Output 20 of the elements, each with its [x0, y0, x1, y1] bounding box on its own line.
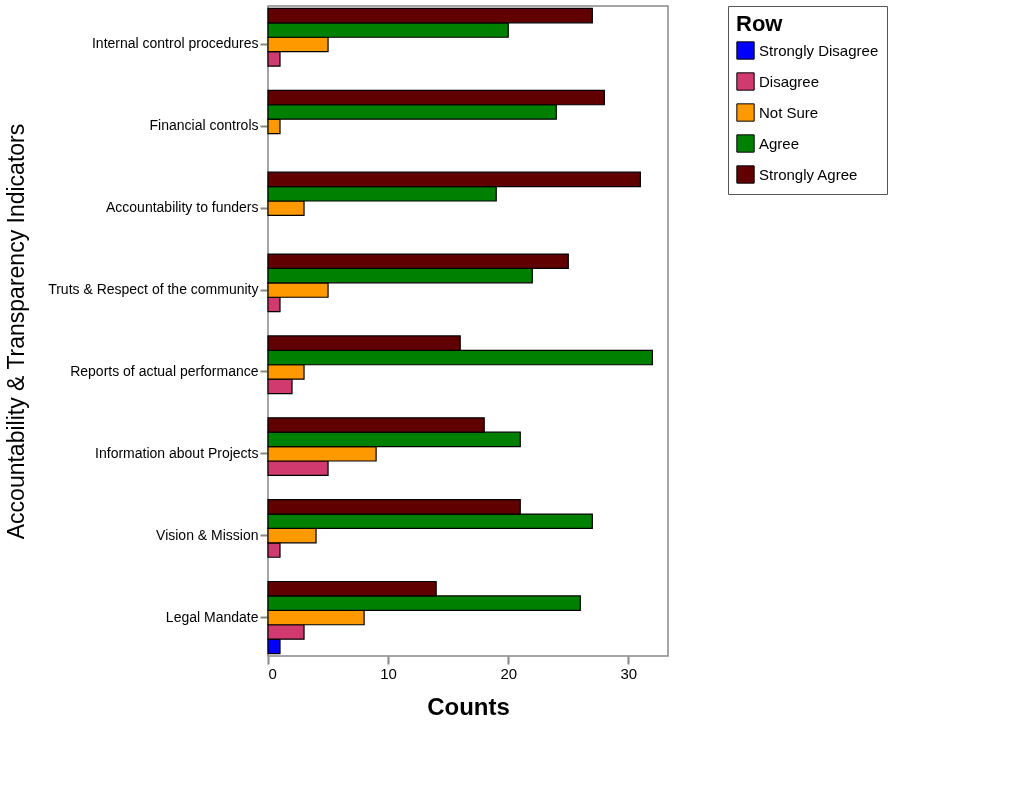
legend-title: Row — [736, 11, 784, 36]
y-tick-label: Truts & Respect of the community — [48, 281, 259, 298]
legend-label: Strongly Agree — [759, 165, 858, 183]
x-tick-label: 20 — [500, 664, 518, 682]
y-tick-label: Accountability to funders — [105, 199, 259, 216]
legend-label: Disagree — [759, 72, 820, 90]
y-tick-label: Legal Mandate — [165, 608, 259, 625]
y-axis-title: Accountability & Transparency Indicators — [2, 123, 29, 540]
legend-label: Not Sure — [759, 103, 819, 121]
legend-label: Strongly Disagree — [759, 41, 879, 59]
y-tick-label: Reports of actual performance — [70, 362, 259, 379]
x-tick-label: 30 — [620, 664, 638, 682]
legend-label: Agree — [759, 134, 800, 152]
y-tick-label: Internal control procedures — [91, 35, 259, 52]
x-axis-title: Counts — [427, 692, 510, 720]
x-tick-label: 0 — [268, 664, 277, 682]
x-tick-label: 10 — [380, 664, 397, 682]
y-tick-label: Information about Projects — [95, 444, 259, 461]
y-tick-label: Financial controls — [149, 117, 259, 134]
y-tick-label: Vision & Mission — [156, 526, 259, 543]
